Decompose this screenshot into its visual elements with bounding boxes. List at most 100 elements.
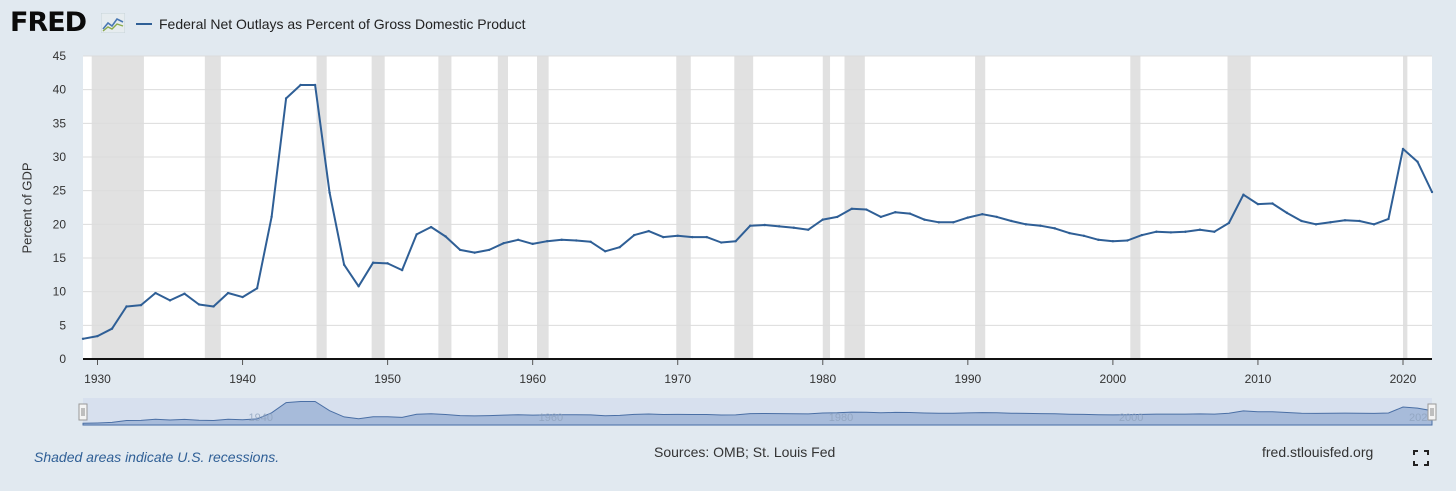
data-point (662, 235, 665, 239)
fred-logo[interactable]: FRED (10, 7, 87, 38)
data-point (1285, 211, 1289, 215)
data-point (1430, 190, 1434, 194)
data-point (1082, 234, 1086, 237)
data-point (1358, 219, 1361, 223)
data-point (908, 212, 912, 215)
data-point (1401, 147, 1405, 151)
grid-lines (83, 55, 1432, 326)
data-point (255, 287, 259, 290)
navigator-handle-left[interactable] (78, 403, 88, 421)
x-tick-label: 1930 (84, 372, 111, 386)
data-point (371, 261, 375, 264)
data-point (502, 241, 505, 245)
data-point (110, 327, 114, 330)
chart-trend-icon (101, 13, 125, 33)
x-tick-labels: 1930 1940 1950 1960 1970 1980 1990 2000 2010 2020 (84, 359, 1417, 386)
data-point (1314, 223, 1318, 226)
data-point (1372, 223, 1376, 226)
navigator-label: 1980 (829, 412, 853, 424)
navigator-label: 2000 (1119, 412, 1143, 424)
data-point (516, 238, 520, 242)
data-point (865, 208, 868, 211)
recession-band (537, 56, 549, 359)
y-tick-label: 5 (59, 318, 66, 332)
data-point (603, 250, 607, 253)
x-tick-label: 1950 (374, 372, 401, 386)
legend-label[interactable]: Federal Net Outlays as Percent of Gross … (159, 16, 526, 32)
data-point (197, 303, 201, 306)
site-link[interactable]: fred.stlouisfed.org (1262, 444, 1374, 460)
recession-band (497, 56, 509, 359)
legend-swatch (136, 23, 152, 25)
navigator[interactable]: 1940 1960 1980 2000 2020 (78, 398, 1437, 426)
recession-band (844, 56, 865, 359)
data-point (1169, 231, 1173, 234)
navigator-area (82, 401, 1433, 426)
plot-background (83, 56, 1432, 360)
recession-band (316, 56, 327, 359)
series-points (81, 83, 1434, 340)
data-point (1140, 233, 1144, 237)
data-point (342, 263, 346, 266)
data-point (531, 242, 534, 246)
data-point (1227, 221, 1231, 225)
x-tick-label: 1960 (519, 372, 546, 386)
data-point (1256, 202, 1260, 206)
navigator-handle-right[interactable] (1427, 403, 1437, 421)
y-tick-label: 40 (53, 83, 67, 97)
navigator-label: 2020 (1409, 412, 1433, 424)
x-tick-label: 1970 (664, 372, 691, 386)
x-tick-label: 1940 (229, 372, 256, 386)
y-tick-label: 20 (53, 217, 67, 231)
data-point (299, 83, 302, 87)
data-point (720, 241, 723, 244)
x-tick-label: 2010 (1245, 372, 1272, 386)
recession-band (371, 56, 385, 359)
data-point (850, 207, 853, 211)
data-point (633, 233, 636, 237)
data-point (226, 291, 230, 295)
recession-bands (91, 56, 1408, 359)
data-point (923, 218, 926, 221)
data-point (1387, 217, 1390, 221)
data-point (328, 191, 331, 194)
y-tick-label: 35 (53, 116, 67, 130)
data-point (386, 262, 389, 265)
data-point (154, 291, 157, 295)
legend[interactable]: Federal Net Outlays as Percent of Gross … (136, 14, 525, 34)
data-point (1300, 219, 1303, 223)
recession-band (975, 56, 986, 359)
data-point (139, 303, 143, 307)
data-point (1068, 231, 1071, 235)
data-point (691, 235, 694, 239)
x-tick-label: 1990 (954, 372, 981, 386)
data-point (763, 223, 766, 227)
data-point (1416, 160, 1419, 163)
y-tick-label: 45 (53, 49, 67, 63)
recession-band (822, 56, 831, 359)
y-tick-labels: 0 5 10 15 20 25 30 35 40 45 (53, 49, 67, 366)
x-tick-label: 1980 (809, 372, 836, 386)
data-point (952, 221, 955, 224)
recession-band (91, 56, 144, 359)
data-point (792, 226, 795, 229)
data-point (574, 239, 578, 242)
data-point (560, 238, 563, 242)
data-point (270, 215, 273, 219)
data-point (1111, 239, 1115, 243)
data-point (894, 211, 897, 214)
data-point (705, 235, 708, 239)
data-point (81, 337, 85, 340)
navigator-label: 1960 (539, 412, 563, 424)
data-point (807, 228, 810, 231)
data-point (647, 229, 650, 233)
fullscreen-icon[interactable] (1413, 450, 1429, 466)
data-point (183, 292, 186, 295)
data-point (1053, 227, 1057, 230)
data-point (1155, 230, 1158, 233)
y-tick-label: 15 (53, 251, 67, 265)
data-point (778, 225, 781, 228)
data-point (444, 235, 447, 238)
data-point (1184, 230, 1187, 233)
